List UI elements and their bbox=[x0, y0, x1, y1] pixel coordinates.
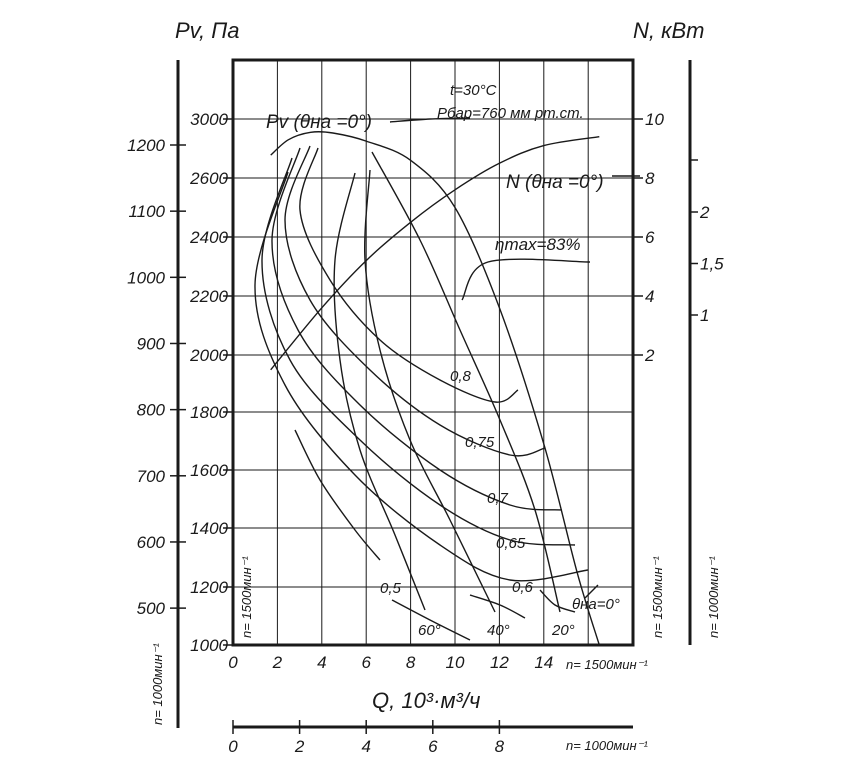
angle-curve-20 bbox=[371, 151, 561, 613]
efficiency-label-07: 0,7 bbox=[487, 490, 509, 507]
pv-1000-tick-label-800: 800 bbox=[137, 401, 166, 420]
efficiency-curve-0-8 bbox=[299, 147, 519, 403]
n-1000-tick-label-1.5: 1,5 bbox=[700, 255, 724, 274]
pv-1000-tick-label-1000: 1000 bbox=[127, 268, 165, 287]
pv-1500-axis-label: n= 1500мин⁻¹ bbox=[239, 555, 254, 638]
q-1500-tick-label-2: 2 bbox=[272, 653, 283, 672]
n-1500-tick-label-4: 4 bbox=[645, 287, 654, 306]
n-1500-tick-label-8: 8 bbox=[645, 169, 655, 188]
efficiency-label-065: 0,65 bbox=[496, 535, 526, 552]
q-1500-tick-label-10: 10 bbox=[446, 653, 465, 672]
efficiency-max-leader bbox=[461, 258, 591, 301]
pv-1000-tick-label-600: 600 bbox=[137, 533, 166, 552]
efficiency-label-08: 0,8 bbox=[450, 368, 472, 385]
q-1000-tick-label-8: 8 bbox=[495, 737, 505, 756]
left-axis-title: Pv, Па bbox=[175, 18, 239, 43]
pv-1500-tick-label-1000: 1000 bbox=[190, 636, 228, 655]
series-label-n: N (θна =0°) bbox=[506, 172, 604, 193]
angle-label-60: 60° bbox=[418, 622, 441, 639]
pv-1000-tick-label-900: 900 bbox=[137, 334, 166, 353]
q-1500-tick-label-6: 6 bbox=[361, 653, 371, 672]
efficiency-label-075: 0,75 bbox=[465, 434, 495, 451]
n-1500-tick-label-6: 6 bbox=[645, 228, 655, 247]
series-label-theta-zero: θна=0° bbox=[572, 596, 620, 613]
efficiency-curve-0-7 bbox=[271, 147, 563, 511]
efficiency-curve-0-6 bbox=[254, 171, 589, 582]
q-1000-tick-label-6: 6 bbox=[428, 737, 438, 756]
angle-curve-40-tail bbox=[469, 594, 526, 619]
pv-1500-tick-label-1400: 1400 bbox=[190, 519, 228, 538]
q-1500-tick-label-4: 4 bbox=[317, 653, 326, 672]
pv-1500-tick-label-2400: 2400 bbox=[189, 228, 228, 247]
n-1000-tick-label-2: 2 bbox=[699, 203, 710, 222]
efficiency-curve-0-75 bbox=[284, 145, 546, 457]
n-1500-axis-label: n= 1500мин⁻¹ bbox=[650, 555, 665, 638]
pv-1500-tick-label-1600: 1600 bbox=[190, 461, 228, 480]
n-1000-tick-label-1: 1 bbox=[700, 306, 709, 325]
pv-label-leader bbox=[389, 117, 471, 123]
pv-1500-tick-label-1200: 1200 bbox=[190, 578, 228, 597]
pv-curve bbox=[270, 130, 600, 646]
angle-curve-60-tail bbox=[391, 599, 471, 641]
n-1000-axis-label: n= 1000мин⁻¹ bbox=[706, 555, 721, 638]
pv-1000-tick-label-1200: 1200 bbox=[127, 136, 165, 155]
pv-1500-tick-label-1800: 1800 bbox=[190, 403, 228, 422]
theta-label-leader bbox=[584, 584, 599, 599]
pv-1500-tick-label-2600: 2600 bbox=[189, 169, 228, 188]
series-label-pv: Pv (θна =0°) bbox=[266, 112, 372, 133]
pv-1000-axis-label: n= 1000мин⁻¹ bbox=[150, 642, 165, 725]
pv-1000-tick-label-1100: 1100 bbox=[128, 202, 165, 221]
pv-1000-tick-label-700: 700 bbox=[137, 467, 166, 486]
q-1000-tick-label-2: 2 bbox=[294, 737, 305, 756]
efficiency-curve-0-65 bbox=[261, 157, 576, 546]
q-1500-tick-label-12: 12 bbox=[490, 653, 509, 672]
chart-labels: Pv, Па N, кВт Q, 10³·м³/ч t=30°C Рбар=76… bbox=[150, 18, 721, 753]
n-1500-tick-label-2: 2 bbox=[644, 346, 655, 365]
angle-curve-60 bbox=[333, 172, 426, 611]
x-axis-title: Q, 10³·м³/ч bbox=[372, 688, 480, 713]
q-1000-tick-label-0: 0 bbox=[228, 737, 238, 756]
pv-1500-tick-label-2200: 2200 bbox=[189, 287, 228, 306]
q-1500-tick-label-0: 0 bbox=[228, 653, 238, 672]
n-1500-tick-label-10: 10 bbox=[645, 110, 664, 129]
angle-label-20: 20° bbox=[551, 622, 575, 639]
angle-curve-40 bbox=[364, 169, 496, 613]
power-curve bbox=[270, 136, 600, 371]
pv-1500-tick-label-3000: 3000 bbox=[190, 110, 228, 129]
q-1000-axis-label: n= 1000мин⁻¹ bbox=[566, 738, 649, 753]
series-label-eta-max: ηmax=83% bbox=[495, 235, 581, 254]
plot-frame bbox=[231, 58, 635, 647]
series-lines bbox=[270, 130, 600, 646]
efficiency-label-05: 0,5 bbox=[380, 580, 402, 597]
q-1500-axis-label: n= 1500мин⁻¹ bbox=[566, 657, 649, 672]
plot-border bbox=[231, 58, 635, 647]
q-1000-tick-label-4: 4 bbox=[361, 737, 370, 756]
right-axis-title: N, кВт bbox=[633, 18, 705, 43]
condition-pressure: Рбар=760 мм рт.ст. bbox=[437, 105, 584, 122]
efficiency-and-angle-curves bbox=[254, 117, 640, 641]
condition-temperature: t=30°C bbox=[450, 82, 497, 99]
efficiency-curve-0-5 bbox=[294, 429, 381, 561]
axes: 5006007008009001000110012001000120014001… bbox=[127, 60, 724, 756]
angle-curve-20-tail bbox=[539, 589, 576, 613]
pv-1500-tick-label-2000: 2000 bbox=[189, 346, 228, 365]
pv-1000-tick-label-500: 500 bbox=[137, 599, 166, 618]
grid bbox=[233, 60, 633, 645]
efficiency-label-06: 0,6 bbox=[512, 579, 534, 596]
angle-label-40: 40° bbox=[487, 622, 510, 639]
q-1500-tick-label-8: 8 bbox=[406, 653, 416, 672]
q-1500-tick-label-14: 14 bbox=[534, 653, 553, 672]
